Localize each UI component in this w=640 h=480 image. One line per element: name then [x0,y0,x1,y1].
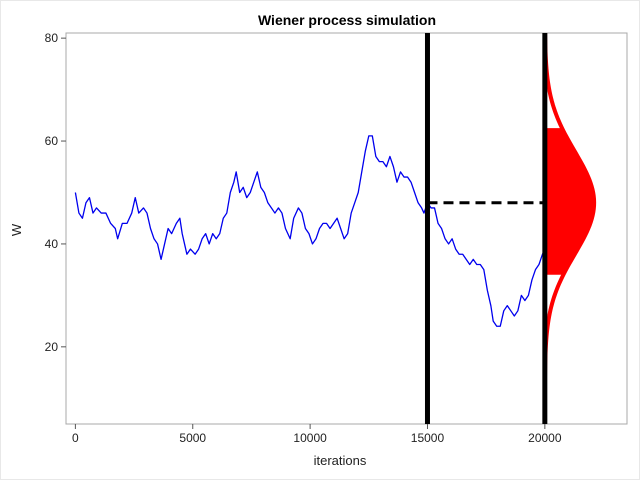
x-tick-label: 10000 [293,431,327,445]
y-tick-label: 80 [45,31,59,45]
series-line-0 [74,135,546,327]
y-tick-label: 20 [45,340,59,354]
y-axis-title: W [9,223,24,236]
x-axis-title: iterations [314,453,367,468]
plot-frame [65,32,628,425]
y-tick-label: 40 [45,237,59,251]
y-tick-label: 60 [45,134,59,148]
x-tick-label: 5000 [179,431,206,445]
plot-area: 0 5000 10000 15000 20000 20 40 60 80 [45,31,628,445]
chart-title: Wiener process simulation [258,12,436,28]
x-tick-label: 0 [72,431,79,445]
x-tick-label: 20000 [528,431,562,445]
x-tick-label: 15000 [411,431,445,445]
